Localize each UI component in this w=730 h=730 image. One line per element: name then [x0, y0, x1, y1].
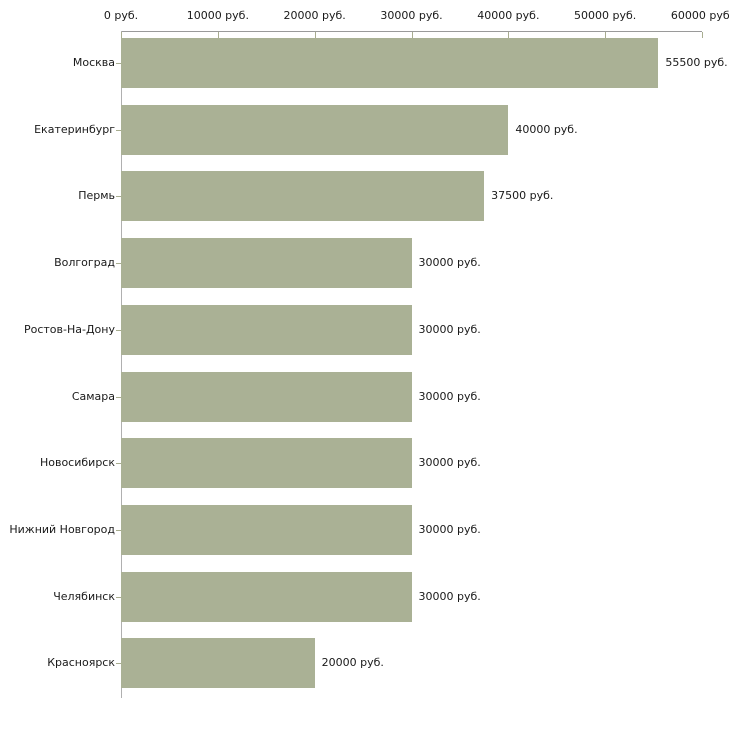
- x-tick-label: 60000 руб.: [670, 9, 730, 22]
- y-tick: [116, 396, 121, 398]
- x-tick: [508, 32, 510, 38]
- bar: [121, 438, 412, 489]
- bar-value-label: 30000 руб.: [418, 322, 481, 336]
- bar: [121, 238, 412, 289]
- bar: [121, 504, 412, 555]
- bar-value-label: 40000 руб.: [515, 122, 578, 136]
- x-tick-label: 40000 руб.: [477, 9, 540, 22]
- x-tick-label: 0 руб.: [103, 9, 139, 22]
- y-axis-category-label: Екатеринбург: [34, 122, 115, 136]
- x-tick: [314, 32, 316, 38]
- bar-value-label: 30000 руб.: [418, 522, 481, 536]
- bar: [121, 571, 412, 622]
- y-axis-line: [121, 31, 122, 698]
- y-tick: [116, 263, 121, 265]
- bar: [121, 371, 412, 422]
- y-tick: [116, 529, 121, 531]
- bar: [121, 104, 509, 155]
- y-tick: [116, 129, 121, 131]
- bar-value-label: 30000 руб.: [418, 589, 481, 603]
- y-axis-category-label: Челябинск: [53, 589, 115, 603]
- y-axis-category-label: Москва: [72, 56, 115, 69]
- bar-value-label: 20000 руб.: [321, 656, 384, 670]
- y-axis-category-label: Нижний Новгород: [9, 522, 115, 536]
- x-tick: [411, 32, 413, 38]
- y-tick: [116, 596, 121, 598]
- bar: [121, 638, 315, 689]
- bar-value-label: 37500 руб.: [491, 189, 554, 203]
- y-axis-category-label: Самара: [71, 389, 115, 403]
- x-tick: [217, 32, 219, 38]
- plot-area: 0 руб. 10000 руб. 20000 руб. 30000 руб. 4000…: [104, 10, 730, 698]
- x-tick-label: 20000 руб.: [283, 9, 346, 22]
- bar: [121, 304, 412, 355]
- y-tick: [116, 63, 121, 64]
- y-axis-category-label: Волгоград: [54, 256, 115, 270]
- y-axis-category-label: Красноярск: [47, 656, 115, 670]
- y-axis-category-label: Новосибирск: [39, 456, 115, 470]
- y-tick: [116, 663, 121, 665]
- y-axis-category-label: Ростов-На-Дону: [23, 322, 115, 336]
- bar-value-label: 30000 руб.: [418, 456, 481, 470]
- bar-value-label: 30000 руб.: [418, 389, 481, 403]
- x-tick: [702, 32, 703, 38]
- y-tick: [116, 196, 121, 198]
- x-tick-label: 10000 руб.: [186, 9, 249, 22]
- bar-value-label: 55500 руб.: [665, 56, 728, 69]
- bar-value-label: 30000 руб.: [418, 256, 481, 270]
- y-axis-category-label: Пермь: [78, 189, 115, 203]
- bar: [121, 38, 659, 88]
- x-tick: [605, 32, 607, 38]
- bar: [121, 171, 485, 222]
- y-tick: [116, 329, 121, 331]
- x-tick-label: 30000 руб.: [380, 9, 443, 22]
- x-axis-line: [121, 31, 702, 32]
- y-tick: [116, 463, 121, 465]
- x-tick-label: 50000 руб.: [574, 9, 637, 22]
- x-tick: [121, 32, 122, 38]
